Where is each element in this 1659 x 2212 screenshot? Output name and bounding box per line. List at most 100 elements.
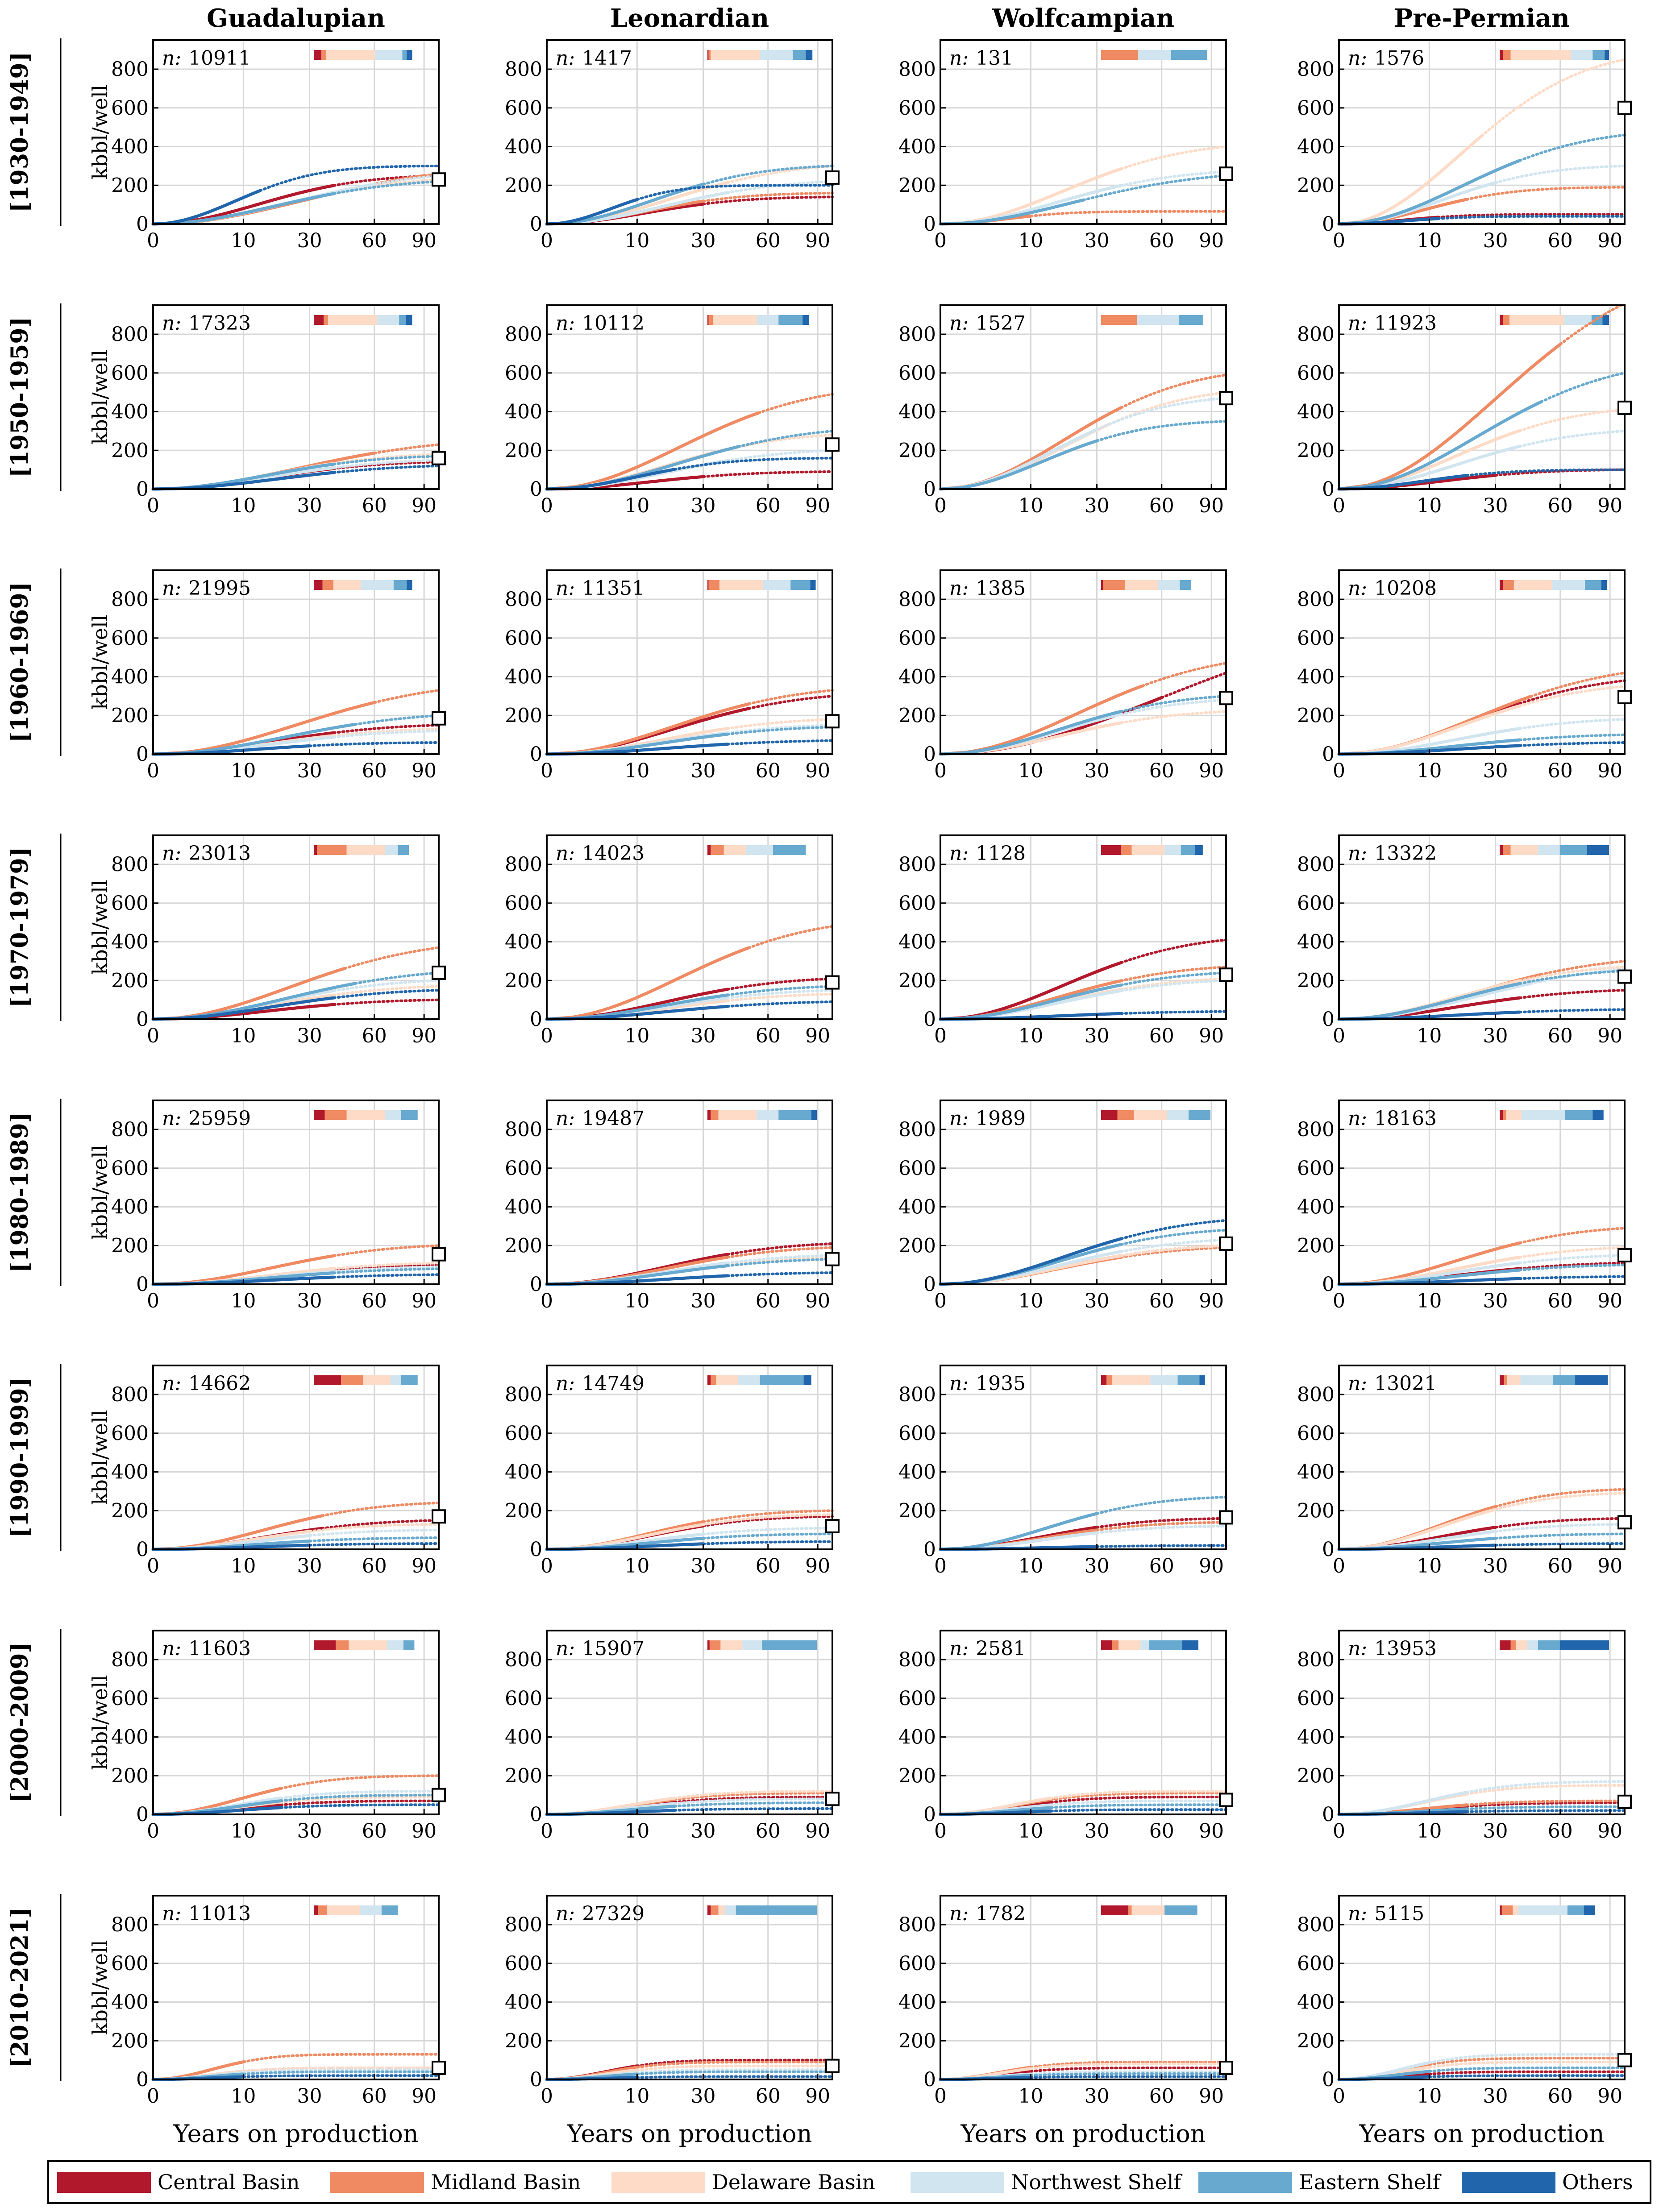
share-segment-central-basin bbox=[1101, 1905, 1129, 1915]
x-tick-label: 30 bbox=[691, 229, 716, 252]
x-tick-label: 0 bbox=[541, 2085, 553, 2108]
y-tick-label: 600 bbox=[505, 627, 542, 650]
row-title-1980-1989: [1980-1989] bbox=[6, 1112, 33, 1273]
x-tick-label: 10 bbox=[1417, 759, 1442, 782]
y-tick-label: 200 bbox=[111, 969, 149, 992]
x-tick-label: 60 bbox=[362, 494, 387, 517]
panel-r2-c0: n: 21995 0 200 400 600 800 0 10 30 60 90 kbbl/well bbox=[88, 569, 446, 782]
x-tick-label: 90 bbox=[412, 1290, 437, 1312]
plot-area bbox=[547, 1100, 832, 1284]
y-tick-label: 800 bbox=[1297, 1383, 1335, 1406]
projection-midland-basin bbox=[242, 2053, 440, 2063]
share-segment-eastern-shelf bbox=[773, 845, 806, 855]
share-segment-delaware-basin bbox=[325, 50, 375, 60]
panel-r2-c3: n: 10208 0 200 400 600 800 0 10 30 60 90 bbox=[1297, 569, 1632, 782]
projection-northwest-shelf bbox=[242, 2068, 440, 2074]
share-segment-others bbox=[407, 50, 412, 60]
well-count: n: 5115 bbox=[1348, 1902, 1424, 1925]
y-tick-label: 200 bbox=[898, 969, 936, 992]
x-tick-label: 60 bbox=[1149, 494, 1174, 517]
y-tick-label: 200 bbox=[505, 174, 542, 197]
x-tick-label: 90 bbox=[805, 1290, 830, 1312]
y-tick-label: 600 bbox=[1297, 362, 1335, 385]
x-tick-label: 10 bbox=[1018, 759, 1043, 782]
projection-central-basin bbox=[1494, 1517, 1626, 1529]
x-tick-label: 90 bbox=[1597, 1555, 1622, 1577]
projection-others bbox=[332, 465, 440, 474]
y-tick-label: 0 bbox=[136, 2068, 149, 2091]
panel-r4-c3: n: 18163 0 200 400 600 800 0 10 30 60 90 bbox=[1297, 1100, 1632, 1312]
share-segment-eastern-shelf bbox=[736, 1905, 817, 1915]
curve-midland-basin bbox=[545, 411, 761, 491]
share-segment-central-basin bbox=[1500, 845, 1503, 855]
projection-delaware-basin bbox=[353, 178, 440, 191]
panel-r7-c0: n: 11013 0 200 400 600 800 0 10 30 60 90 kbbl/well Ye… bbox=[88, 1895, 446, 2148]
curve-delaware-basin bbox=[939, 1797, 1053, 1816]
y-tick-label: 0 bbox=[1322, 478, 1335, 501]
share-segment-midland-basin bbox=[709, 1640, 721, 1650]
x-tick-label: 10 bbox=[1417, 494, 1442, 517]
reference-marker bbox=[432, 1247, 446, 1262]
well-count: n: 11923 bbox=[1348, 312, 1437, 335]
reference-marker bbox=[1617, 1794, 1632, 1809]
projection-eastern-shelf bbox=[1095, 420, 1227, 442]
share-segment-eastern-shelf bbox=[1559, 845, 1587, 855]
x-tick-label: 30 bbox=[691, 1820, 716, 1843]
projection-central-basin bbox=[673, 1796, 834, 1804]
y-tick-label: 600 bbox=[111, 892, 149, 915]
projection-delaware-basin bbox=[1518, 1246, 1626, 1259]
share-segment-others bbox=[1199, 1375, 1205, 1385]
curve-eastern-shelf bbox=[939, 710, 1123, 756]
y-tick-label: 600 bbox=[1297, 892, 1335, 915]
projection-northwest-shelf bbox=[726, 988, 834, 1000]
share-segment-delaware-basin bbox=[346, 845, 385, 855]
y-tick-label: 200 bbox=[111, 704, 149, 727]
y-tick-label: 600 bbox=[1297, 1157, 1335, 1180]
legend-label-central-basin: Central Basin bbox=[158, 2170, 299, 2194]
curve-central-basin bbox=[545, 475, 705, 491]
x-axis-label: Years on production bbox=[1359, 2120, 1605, 2148]
projection-eastern-shelf bbox=[702, 164, 834, 186]
x-tick-label: 90 bbox=[805, 1555, 830, 1577]
n-prefix: n: bbox=[949, 1372, 969, 1395]
x-tick-label: 0 bbox=[541, 1025, 553, 1047]
share-segment-northwest-shelf bbox=[1564, 315, 1592, 325]
share-segment-others bbox=[407, 580, 412, 590]
well-count: n: 13021 bbox=[1348, 1372, 1437, 1395]
y-tick-label: 0 bbox=[923, 1273, 936, 1296]
axes-frame bbox=[1338, 1365, 1626, 1550]
projection-eastern-shelf bbox=[1539, 371, 1626, 403]
share-segment-midland-basin bbox=[1503, 845, 1511, 855]
x-tick-label: 60 bbox=[1548, 229, 1573, 252]
curve-eastern-shelf bbox=[545, 1264, 729, 1286]
y-tick-label: 600 bbox=[111, 1687, 149, 1710]
y-tick-label: 0 bbox=[136, 743, 149, 766]
plot-area bbox=[940, 40, 1226, 224]
x-tick-label: 60 bbox=[1149, 759, 1174, 782]
projection-midland-basin bbox=[673, 1792, 834, 1801]
y-tick-label: 600 bbox=[898, 362, 936, 385]
projection-others bbox=[636, 184, 834, 201]
projection-others bbox=[1049, 1808, 1227, 1813]
panel-r5-c0: n: 14662 0 200 400 600 800 0 10 30 60 90 kbbl/well bbox=[88, 1365, 446, 1577]
projection-others bbox=[1119, 1219, 1227, 1240]
n-prefix: n: bbox=[1348, 47, 1367, 70]
row-title-2000-2009: [2000-2009] bbox=[6, 1642, 33, 1803]
well-count: n: 1385 bbox=[949, 577, 1026, 600]
axes-frame bbox=[546, 834, 833, 1020]
well-count: n: 1989 bbox=[949, 1107, 1026, 1130]
legend-label-delaware-basin: Delaware Basin bbox=[712, 2170, 875, 2194]
x-tick-label: 60 bbox=[1548, 1555, 1573, 1577]
x-tick-label: 60 bbox=[756, 2085, 781, 2108]
curve-northwest-shelf bbox=[1337, 2061, 1431, 2081]
share-segment-central-basin bbox=[1101, 580, 1103, 590]
x-tick-label: 60 bbox=[1149, 1025, 1174, 1047]
share-segment-others bbox=[1195, 845, 1203, 855]
n-prefix: n: bbox=[556, 47, 575, 70]
reference-marker bbox=[1219, 166, 1233, 181]
reference-marker bbox=[1617, 1515, 1632, 1530]
curve-eastern-shelf bbox=[1337, 1536, 1497, 1551]
y-axis-label: kbbl/well bbox=[88, 1675, 112, 1770]
reference-marker bbox=[825, 437, 840, 452]
panel-r1-c1: n: 10112 0 200 400 600 800 0 10 30 60 90 bbox=[505, 304, 840, 517]
